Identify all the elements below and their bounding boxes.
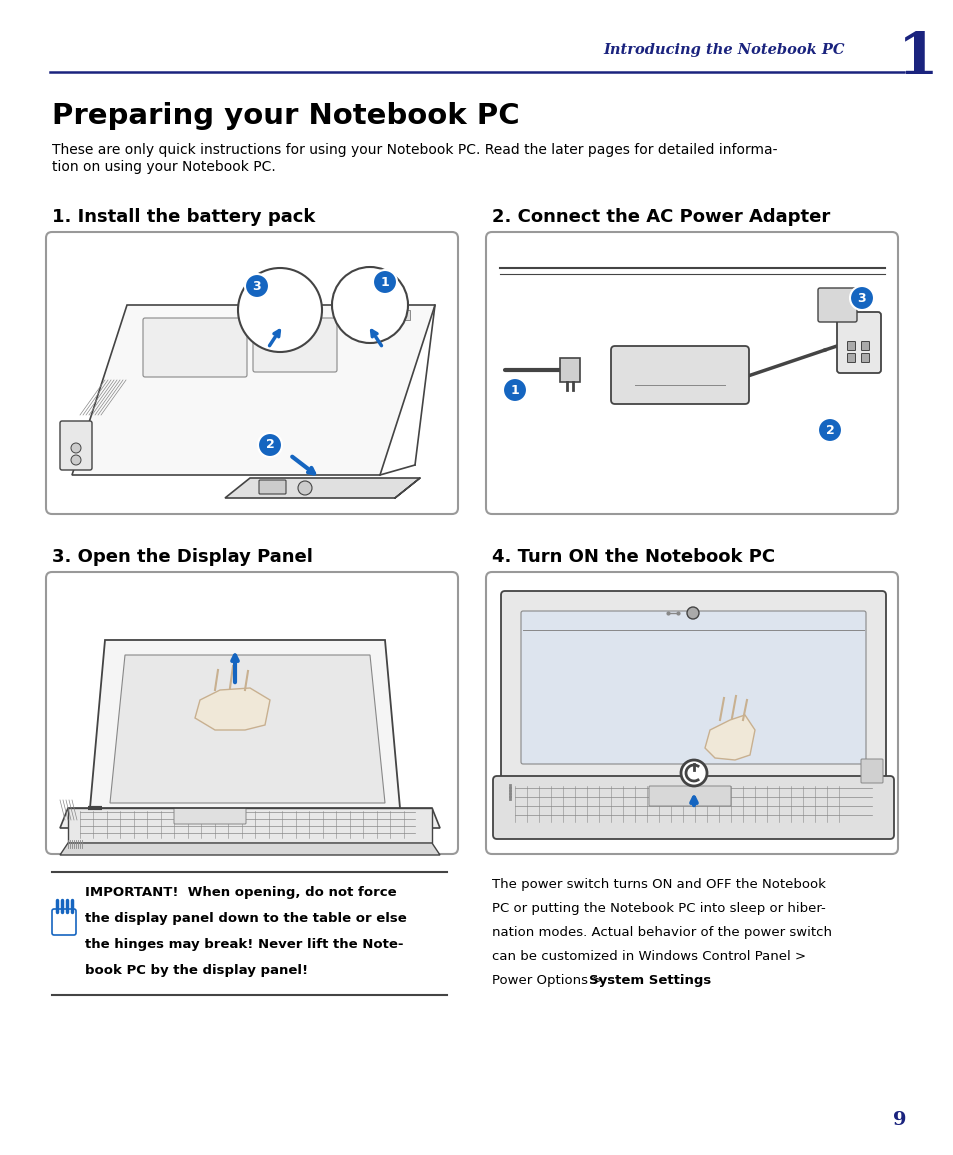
FancyBboxPatch shape: [520, 611, 865, 763]
Text: 2. Connect the AC Power Adapter: 2. Connect the AC Power Adapter: [492, 208, 829, 226]
FancyBboxPatch shape: [485, 232, 897, 514]
Text: book PC by the display panel!: book PC by the display panel!: [85, 964, 308, 977]
FancyBboxPatch shape: [379, 310, 390, 320]
FancyBboxPatch shape: [861, 759, 882, 783]
Text: 1. Install the battery pack: 1. Install the battery pack: [52, 208, 315, 226]
Circle shape: [686, 608, 699, 619]
FancyBboxPatch shape: [861, 353, 868, 363]
Circle shape: [680, 760, 706, 787]
FancyBboxPatch shape: [399, 310, 410, 320]
FancyBboxPatch shape: [493, 776, 893, 839]
Text: 1: 1: [380, 276, 389, 289]
FancyBboxPatch shape: [52, 909, 76, 936]
FancyBboxPatch shape: [258, 480, 286, 494]
FancyBboxPatch shape: [253, 318, 336, 372]
Circle shape: [237, 268, 322, 352]
Text: Power Options >: Power Options >: [492, 974, 607, 988]
Text: 1: 1: [510, 383, 518, 396]
FancyBboxPatch shape: [648, 787, 730, 806]
Text: 4. Turn ON the Notebook PC: 4. Turn ON the Notebook PC: [492, 547, 774, 566]
Text: the display panel down to the table or else: the display panel down to the table or e…: [85, 912, 406, 925]
FancyBboxPatch shape: [143, 318, 247, 377]
Polygon shape: [559, 358, 579, 382]
FancyBboxPatch shape: [846, 342, 855, 350]
Text: the hinges may break! Never lift the Note-: the hinges may break! Never lift the Not…: [85, 938, 403, 951]
Text: System Settings: System Settings: [588, 974, 711, 988]
Text: The power switch turns ON and OFF the Notebook: The power switch turns ON and OFF the No…: [492, 878, 825, 891]
FancyBboxPatch shape: [359, 310, 370, 320]
Text: PC or putting the Notebook PC into sleep or hiber-: PC or putting the Notebook PC into sleep…: [492, 902, 825, 915]
Text: tion on using your Notebook PC.: tion on using your Notebook PC.: [52, 161, 275, 174]
Circle shape: [257, 433, 282, 457]
Circle shape: [817, 418, 841, 442]
Polygon shape: [194, 688, 270, 730]
Circle shape: [297, 480, 312, 495]
Text: Introducing the Notebook PC: Introducing the Notebook PC: [603, 43, 844, 57]
FancyBboxPatch shape: [817, 288, 856, 322]
Text: 9: 9: [892, 1111, 905, 1128]
Text: IMPORTANT!  When opening, do not force: IMPORTANT! When opening, do not force: [85, 886, 396, 899]
Circle shape: [71, 455, 81, 465]
FancyBboxPatch shape: [46, 572, 457, 854]
Circle shape: [332, 267, 408, 343]
Polygon shape: [704, 715, 754, 760]
Text: Preparing your Notebook PC: Preparing your Notebook PC: [52, 102, 519, 131]
FancyBboxPatch shape: [610, 346, 748, 404]
FancyBboxPatch shape: [485, 572, 897, 854]
FancyBboxPatch shape: [836, 312, 880, 373]
Text: These are only quick instructions for using your Notebook PC. Read the later pag: These are only quick instructions for us…: [52, 143, 777, 157]
Text: .: .: [679, 974, 682, 988]
FancyBboxPatch shape: [339, 310, 350, 320]
Circle shape: [373, 270, 396, 295]
Text: 3: 3: [857, 291, 865, 305]
Polygon shape: [110, 655, 385, 803]
Text: 3: 3: [253, 280, 261, 292]
Polygon shape: [225, 478, 419, 498]
FancyBboxPatch shape: [500, 591, 885, 784]
FancyBboxPatch shape: [861, 342, 868, 350]
FancyBboxPatch shape: [173, 807, 246, 824]
Polygon shape: [60, 843, 439, 855]
Polygon shape: [90, 640, 399, 808]
Polygon shape: [71, 305, 435, 475]
Text: 1: 1: [897, 30, 938, 85]
Circle shape: [502, 378, 526, 402]
Polygon shape: [68, 808, 432, 843]
Text: 3. Open the Display Panel: 3. Open the Display Panel: [52, 547, 313, 566]
Text: 2: 2: [265, 439, 274, 452]
Text: can be customized in Windows Control Panel >: can be customized in Windows Control Pan…: [492, 951, 805, 963]
FancyBboxPatch shape: [46, 232, 457, 514]
Text: nation modes. Actual behavior of the power switch: nation modes. Actual behavior of the pow…: [492, 926, 831, 939]
Polygon shape: [60, 808, 439, 828]
FancyBboxPatch shape: [846, 353, 855, 363]
FancyBboxPatch shape: [60, 422, 91, 470]
Circle shape: [71, 444, 81, 453]
Circle shape: [849, 286, 873, 310]
Text: 2: 2: [824, 424, 834, 437]
Circle shape: [245, 274, 269, 298]
